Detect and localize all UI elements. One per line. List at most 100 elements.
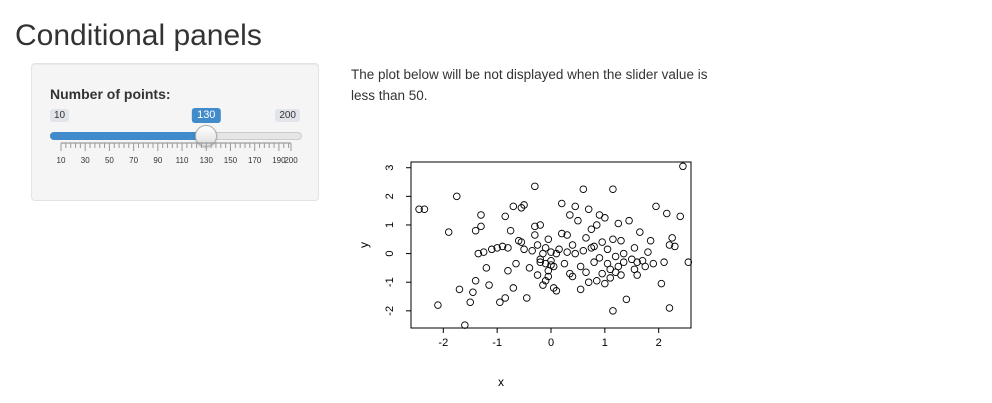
x-tick-label: -2 [438,337,448,349]
data-point [598,269,606,278]
data-point [595,254,604,262]
data-point [587,225,596,234]
data-point [579,246,588,255]
data-point [531,182,539,191]
data-point [560,259,569,268]
data-point [533,241,542,249]
data-point [566,211,574,219]
slider-grid-label: 10 [57,156,66,165]
data-point [544,272,553,281]
data-point [646,236,655,245]
page-title: Conditional panels [15,19,262,52]
data-point [506,226,515,235]
y-tick-label: 3 [384,165,396,171]
data-point [525,264,534,272]
data-point [455,285,464,294]
data-point [625,216,633,225]
data-point [539,281,547,289]
data-point [488,245,496,254]
data-point [415,205,423,213]
scatter-plot: -2 -1 0 1 2 -2 -1 0 1 2 3 x y [357,161,693,389]
data-point [579,185,588,193]
data-point [501,294,509,302]
data-point [568,272,577,281]
data-point [444,228,453,236]
data-point [587,244,596,252]
sidebar-panel: Number of points: 10 200 130 10 30 50 70 90 1… [31,63,319,201]
plot-frame [410,161,692,329]
data-point [536,258,544,266]
data-point [531,222,539,231]
data-point [636,228,644,236]
slider-grid-label: 30 [81,156,90,165]
data-point [555,245,563,254]
data-point [531,231,539,239]
data-point [614,219,623,228]
data-point [541,259,550,268]
y-tick-label: -2 [384,306,396,316]
data-point [504,244,512,252]
data-point [563,248,571,256]
data-point [528,246,536,255]
data-point [571,202,579,211]
data-point [601,214,609,222]
slider-grid-label: 150 [224,156,238,165]
data-point [649,259,658,268]
data-point [633,258,641,266]
data-point [660,258,668,266]
data-point [641,262,649,271]
slider-grid-label: 90 [153,156,162,165]
data-point [496,298,504,306]
slider-min-label: 10 [50,109,70,122]
data-point [609,235,617,244]
data-point [517,238,526,246]
y-tick-label: -1 [384,277,396,287]
x-tick-label: 1 [602,337,608,349]
data-point [477,222,485,231]
y-tick-label: 1 [384,222,396,228]
slider-grid-label: 130 [200,156,214,165]
data-point [571,249,579,258]
data-point [512,259,520,268]
data-point [676,212,684,221]
data-point [469,288,477,296]
slider-grid-label: 170 [248,156,262,165]
data-point [644,248,652,256]
data-point [574,216,582,225]
data-point [461,321,469,329]
data-point [420,205,429,213]
data-point [590,258,598,266]
data-point [549,262,558,271]
data-point [622,295,631,304]
data-point [630,244,639,252]
data-point [485,281,493,289]
data-point [663,209,671,218]
data-point [576,262,585,271]
slider-fill [50,132,207,140]
data-point [603,245,612,254]
data-point [617,236,625,245]
data-point [520,245,528,254]
data-point [493,244,501,252]
data-point [471,277,480,285]
data-point [533,271,542,279]
data-point [536,221,544,229]
data-point [477,211,485,219]
data-point [568,241,577,249]
data-point [652,202,660,211]
x-tick-label: 2 [656,337,662,349]
data-point [520,201,528,209]
slider-grid-label: 110 [176,156,189,165]
data-point [679,162,687,171]
data-point [509,284,518,292]
data-point [665,241,674,249]
y-tick-label: 2 [384,193,396,199]
slider-value-label: 130 [192,108,221,123]
data-point [558,229,566,238]
x-tick-label: -1 [492,337,502,349]
slider-grid-label: 70 [129,156,138,165]
data-point [668,234,676,242]
data-point [665,304,674,312]
data-point [563,231,571,239]
